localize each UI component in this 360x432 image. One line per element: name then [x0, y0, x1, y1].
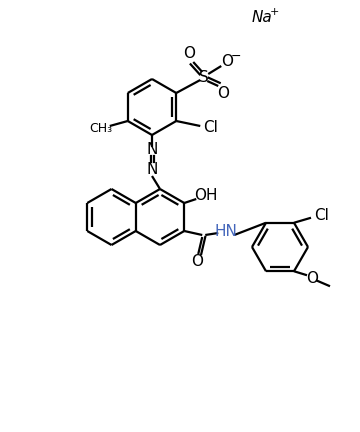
Text: O: O — [217, 86, 229, 101]
Text: S: S — [199, 70, 209, 85]
Text: O: O — [183, 45, 195, 60]
Text: N: N — [146, 143, 158, 158]
Text: CH₃: CH₃ — [89, 123, 112, 136]
Text: O: O — [221, 54, 233, 70]
Text: O: O — [191, 254, 203, 269]
Text: N: N — [146, 162, 158, 178]
Text: Cl: Cl — [315, 208, 329, 223]
Text: O: O — [306, 271, 318, 286]
Text: OH: OH — [194, 188, 218, 203]
Text: +: + — [270, 7, 279, 17]
Text: Na: Na — [252, 10, 273, 25]
Text: HN: HN — [215, 223, 238, 238]
Text: −: − — [231, 50, 242, 63]
Text: Cl: Cl — [203, 121, 218, 136]
